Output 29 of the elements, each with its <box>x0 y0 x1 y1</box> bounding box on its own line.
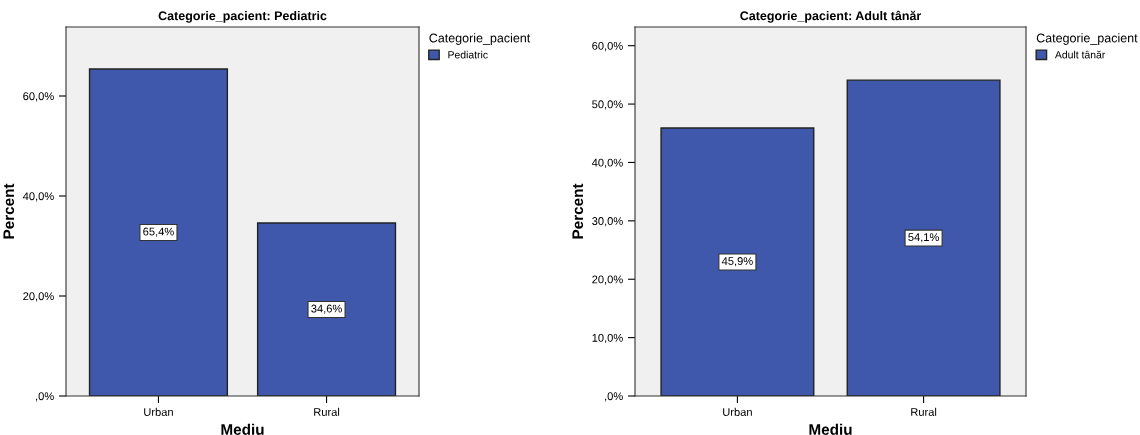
data-label: 45,9% <box>721 257 753 267</box>
y-tick-label: 60,0% <box>23 92 54 102</box>
y-tick-label: 20,0% <box>592 275 623 285</box>
x-tick-label: Urban <box>144 407 173 416</box>
y-tick-label: 30,0% <box>592 217 623 227</box>
legend-label: Pediatric <box>448 50 488 59</box>
y-tick-label: 40,0% <box>22 192 54 202</box>
y-tick-label: 40,0% <box>591 158 623 168</box>
x-axis-title: Mediu <box>809 423 852 435</box>
y-tick-label: 10,0% <box>592 333 623 344</box>
data-label: 54,1% <box>908 233 939 243</box>
legend-title: Categorie_pacient <box>429 33 531 45</box>
x-axis-title: Mediu <box>221 423 264 435</box>
chart-title: Categorie_pacient: Adult tânăr <box>740 10 922 23</box>
y-axis-title: Percent <box>572 183 584 239</box>
y-tick-label: 50,0% <box>592 100 623 110</box>
x-tick-label: Urban <box>723 407 752 416</box>
data-label: 65,4% <box>143 227 174 237</box>
y-tick-label: 20,0% <box>23 292 54 302</box>
legend-title: Categorie_pacient <box>1036 33 1138 45</box>
y-tick-label: 60,0% <box>592 41 623 52</box>
x-tick-label: Rural <box>314 407 340 416</box>
chart-title: Categorie_pacient: Pediatric <box>158 11 327 23</box>
y-axis-title: Percent <box>3 183 15 239</box>
data-label: 34,6% <box>311 304 342 314</box>
x-tick-label: Rural <box>911 407 937 416</box>
y-tick-label: ,0% <box>605 392 623 402</box>
legend-label: Adult tânăr <box>1054 50 1106 59</box>
y-tick-label: ,0% <box>36 392 54 402</box>
